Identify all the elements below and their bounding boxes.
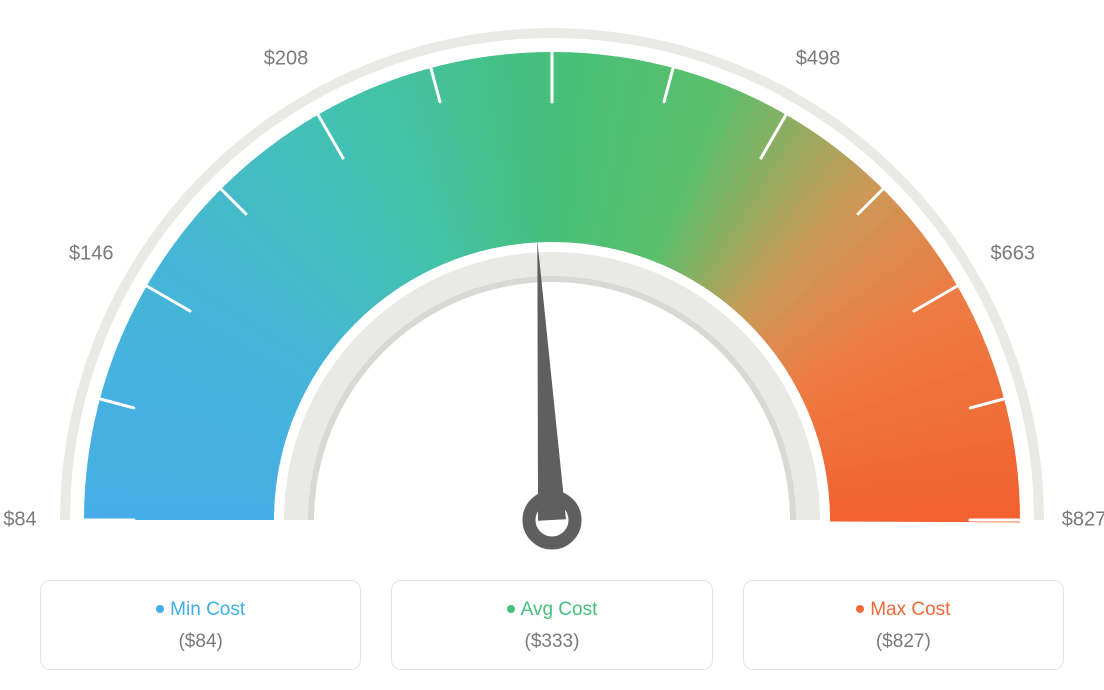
dot-icon	[156, 605, 164, 613]
gauge-tick-label: $498	[796, 48, 841, 71]
legend-title-text: Avg Cost	[521, 599, 598, 620]
legend-value-max: ($827)	[754, 631, 1053, 653]
dot-icon	[856, 605, 864, 613]
legend-card-min: Min Cost ($84)	[40, 580, 361, 670]
gauge-tick-label: $827	[1062, 509, 1104, 532]
legend-row: Min Cost ($84) Avg Cost ($333) Max Cost …	[40, 580, 1064, 670]
legend-value-min: ($84)	[51, 631, 350, 653]
legend-value-avg: ($333)	[402, 631, 701, 653]
legend-card-avg: Avg Cost ($333)	[391, 580, 712, 670]
gauge-tick-label: $208	[264, 48, 309, 71]
dot-icon	[507, 605, 515, 613]
gauge-tick-label: $84	[3, 509, 36, 532]
legend-card-max: Max Cost ($827)	[743, 580, 1064, 670]
gauge-area: $84$146$208$333$498$663$827	[0, 0, 1104, 560]
legend-title-avg: Avg Cost	[402, 599, 701, 621]
gauge-tick-label: $146	[69, 243, 114, 266]
cost-gauge-widget: $84$146$208$333$498$663$827 Min Cost ($8…	[0, 0, 1104, 690]
gauge-svg	[0, 0, 1104, 560]
gauge-tick-label: $663	[990, 243, 1035, 266]
legend-title-text: Min Cost	[170, 599, 245, 620]
legend-title-min: Min Cost	[51, 599, 350, 621]
legend-title-text: Max Cost	[870, 599, 950, 620]
legend-title-max: Max Cost	[754, 599, 1053, 621]
